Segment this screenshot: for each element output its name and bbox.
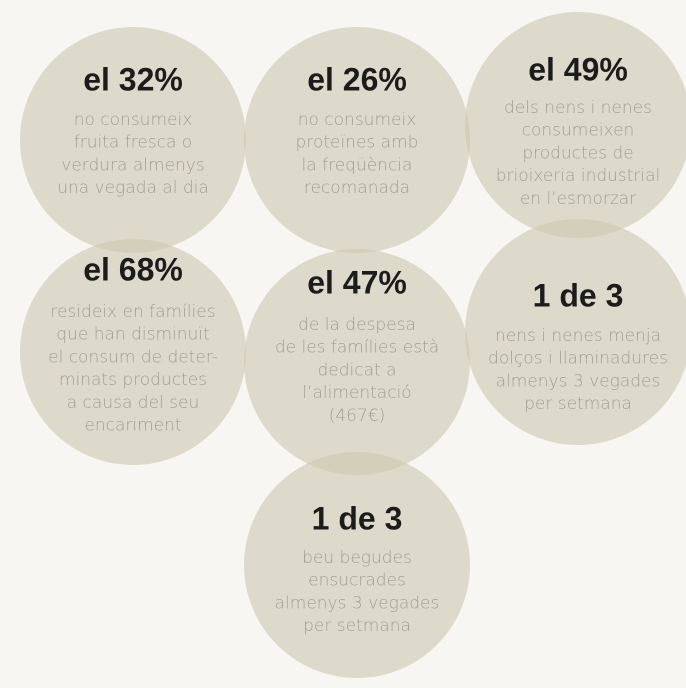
stat-description: encariment (84, 416, 181, 436)
stat-description: per setmana (303, 616, 411, 636)
stat-circle (244, 452, 470, 678)
stat-item: 1 de 3 nens i nenes menja dolços i llamina… (488, 277, 668, 414)
stat-description: no consumeix (298, 110, 417, 130)
stat-description: verdura almenys (61, 155, 204, 175)
stat-description: una vegada al dia (57, 178, 209, 198)
stat-circle (244, 249, 470, 475)
stat-headline: el 47% (307, 264, 407, 300)
stat-description: resideix en famílies (50, 302, 215, 322)
stat-description: productes de (522, 143, 633, 163)
stat-description: recomanada (304, 178, 410, 198)
stat-description: de les famílies està (275, 338, 439, 358)
stat-description: minats productes (59, 370, 207, 390)
stat-circle (20, 27, 246, 253)
stat-description: consumeixen (522, 121, 635, 141)
stat-description: en l’esmorzar (520, 189, 636, 209)
stat-description: a causa del seu (67, 393, 200, 413)
stat-description: nens i nenes menja (495, 326, 661, 346)
stat-description: (467€) (329, 406, 386, 426)
stat-description: dedicat a (317, 360, 396, 380)
stat-item: el 47% de la despesa de les famílies estàd… (275, 264, 439, 425)
stat-description: dels nens i nenes (504, 98, 652, 118)
stat-item: el 68% resideix en famílies que han dismin… (48, 251, 218, 435)
stat-headline: 1 de 3 (312, 500, 403, 536)
stat-description: el consum de deter- (48, 347, 218, 367)
stat-circle (465, 12, 686, 238)
stat-description: beu begudes (302, 548, 412, 568)
stat-description: l’alimentació (302, 383, 411, 403)
stat-circle (244, 27, 470, 253)
stat-description: de la despesa (298, 315, 416, 335)
stat-circle (465, 219, 686, 445)
stat-description: almenys 3 vegades (496, 371, 661, 391)
stat-description: almenys 3 vegades (275, 593, 440, 613)
stat-description: que han disminuït (56, 325, 209, 345)
stat-description: proteïnes amb (296, 133, 419, 153)
stat-description: dolços i llaminadures (488, 349, 668, 369)
stat-description: ensucrades (308, 571, 406, 591)
stat-headline: el 26% (307, 61, 407, 97)
stat-circle (20, 239, 246, 465)
stat-description: per setmana (524, 394, 632, 414)
stat-item: el 32% no consumeix fruita fresca overdura… (57, 61, 209, 198)
stat-headline: el 49% (528, 51, 628, 87)
stat-description: no consumeix (74, 110, 193, 130)
stat-headline: el 32% (83, 61, 183, 97)
stat-headline: 1 de 3 (533, 277, 624, 313)
stat-description: brioixeria industrial (496, 166, 661, 186)
stat-description: fruita fresca o (74, 133, 192, 153)
stat-headline: el 68% (83, 251, 183, 287)
stat-item: el 49% dels nens i nenes consumeixenproduc… (496, 51, 661, 208)
stat-description: la freqüència (302, 155, 413, 175)
